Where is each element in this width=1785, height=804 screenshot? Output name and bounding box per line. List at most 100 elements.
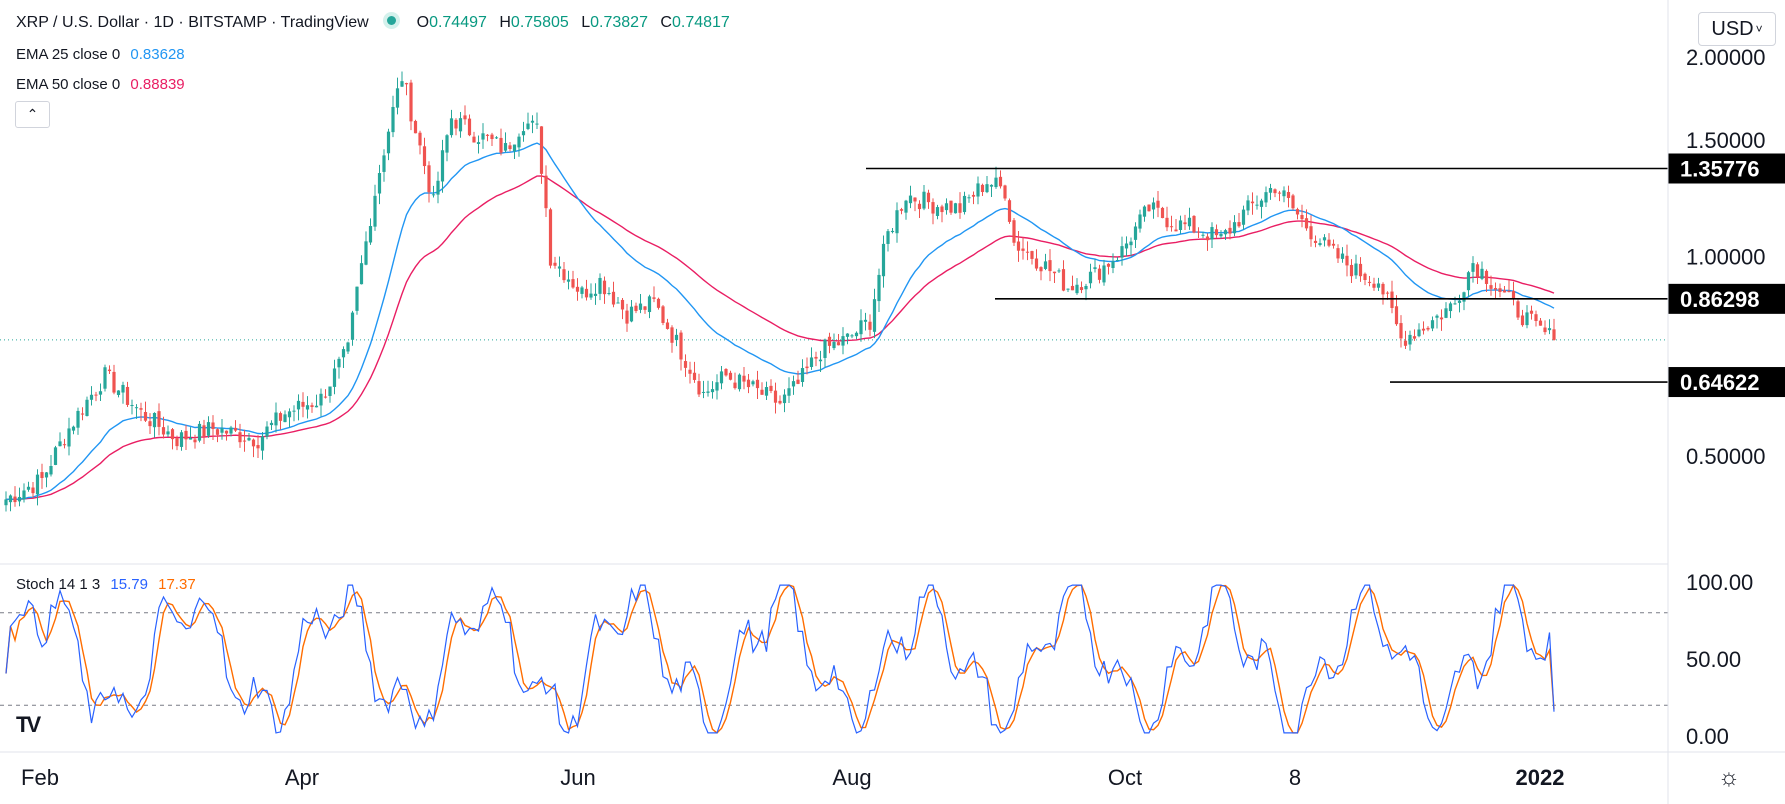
candle-body: [1304, 218, 1309, 229]
candle-body: [1039, 267, 1043, 272]
candle: [1421, 321, 1426, 335]
ema-50-legend[interactable]: EMA 50 close 0 0.88839: [16, 76, 185, 93]
candle-body: [179, 432, 184, 447]
candle-body: [256, 445, 260, 449]
candle: [103, 364, 107, 392]
candle: [1043, 253, 1048, 271]
candle: [89, 386, 94, 406]
collapse-legend-button[interactable]: ⌃: [15, 101, 50, 128]
price-pane[interactable]: 1.35776 0.86298 0.64622: [0, 71, 1785, 512]
stoch-axis[interactable]: 100.00 50.00 0.00: [1686, 570, 1753, 749]
ema-50-path: [5, 175, 1555, 501]
stoch-pane[interactable]: [0, 583, 1668, 734]
time-axis[interactable]: Feb Apr Jun Aug Oct 8 2022: [21, 765, 1564, 790]
candle-body: [715, 382, 719, 391]
candle-body: [967, 197, 971, 199]
ohlc-low: L0.73827: [581, 14, 648, 31]
candle-body: [197, 423, 202, 441]
candle: [985, 176, 989, 194]
candle-body: [1439, 317, 1444, 320]
candle-body: [971, 194, 976, 197]
market-status-icon: [387, 16, 397, 26]
tradingview-logo-icon[interactable]: TV: [16, 712, 41, 737]
candle-body: [427, 165, 431, 193]
candle: [989, 184, 994, 197]
candle-body: [841, 336, 845, 346]
candle-body: [251, 439, 256, 447]
candle: [184, 425, 188, 450]
candle-body: [1286, 192, 1291, 198]
candle: [742, 367, 746, 390]
currency-select[interactable]: USD ˅: [1698, 12, 1776, 46]
candle: [575, 278, 580, 301]
candle: [935, 204, 940, 220]
candle: [1052, 271, 1057, 283]
candle-body: [242, 440, 247, 442]
candle-body: [1390, 291, 1394, 308]
candle-body: [1250, 201, 1255, 204]
candle: [1318, 238, 1322, 247]
candle: [1489, 275, 1493, 296]
candle: [1349, 259, 1354, 284]
symbol-title[interactable]: XRP / U.S. Dollar · 1D · BITSTAMP · Trad…: [16, 14, 369, 31]
candle-body: [1201, 234, 1205, 236]
candle: [323, 389, 328, 399]
stoch-k-line: [5, 584, 1555, 734]
candle: [139, 402, 143, 422]
candle-body: [98, 391, 103, 395]
candle: [1313, 235, 1318, 248]
candle-body: [287, 411, 292, 418]
candle-body: [1021, 248, 1025, 251]
symbol-legend[interactable]: XRP / U.S. Dollar · 1D · BITSTAMP · Trad…: [16, 14, 730, 32]
candle-body: [1484, 270, 1489, 284]
candle-body: [1466, 272, 1471, 291]
candle: [1507, 279, 1511, 293]
candle-body: [418, 132, 422, 146]
candle-body: [598, 277, 602, 294]
candle-body: [1241, 209, 1246, 225]
candle: [1462, 291, 1466, 311]
candle-body: [530, 120, 535, 123]
candle: [283, 410, 287, 423]
candle-body: [620, 299, 625, 310]
candle-body: [854, 332, 859, 337]
candle: [845, 333, 850, 345]
candle: [1291, 193, 1295, 211]
candle: [233, 420, 238, 432]
candle-body: [121, 384, 125, 393]
candle: [422, 137, 427, 175]
candle: [107, 365, 112, 375]
candle-body: [431, 194, 436, 196]
candle: [643, 306, 647, 314]
candle: [683, 354, 688, 377]
candle-body: [580, 287, 584, 294]
candle-body: [1259, 200, 1264, 207]
candle-body: [1376, 283, 1381, 288]
candle: [413, 119, 418, 134]
candle: [4, 491, 8, 512]
candle: [593, 283, 598, 305]
candle-body: [274, 412, 278, 426]
candle-body: [814, 356, 818, 359]
candle-body: [1552, 329, 1556, 340]
gear-icon[interactable]: ☼: [1718, 764, 1740, 791]
candle: [1187, 207, 1192, 230]
candle: [557, 256, 562, 277]
candle-body: [845, 333, 850, 337]
price-axis[interactable]: 2.00000 1.50000 1.00000 0.50000: [1686, 45, 1766, 469]
candle: [1295, 207, 1300, 220]
candle: [1246, 195, 1250, 216]
candle: [1336, 244, 1340, 263]
candle-body: [652, 297, 656, 299]
stoch-legend[interactable]: Stoch 14 1 3 15.79 17.37: [16, 576, 196, 593]
candle: [580, 285, 584, 299]
candle: [400, 71, 404, 88]
candle-body: [1151, 202, 1156, 210]
candle-body: [143, 411, 148, 421]
candle-body: [1453, 303, 1457, 305]
ema-25-legend[interactable]: EMA 25 close 0 0.83628: [16, 46, 185, 63]
candle-body: [719, 371, 724, 384]
candle-body: [1282, 190, 1286, 197]
candle-body: [71, 426, 76, 431]
